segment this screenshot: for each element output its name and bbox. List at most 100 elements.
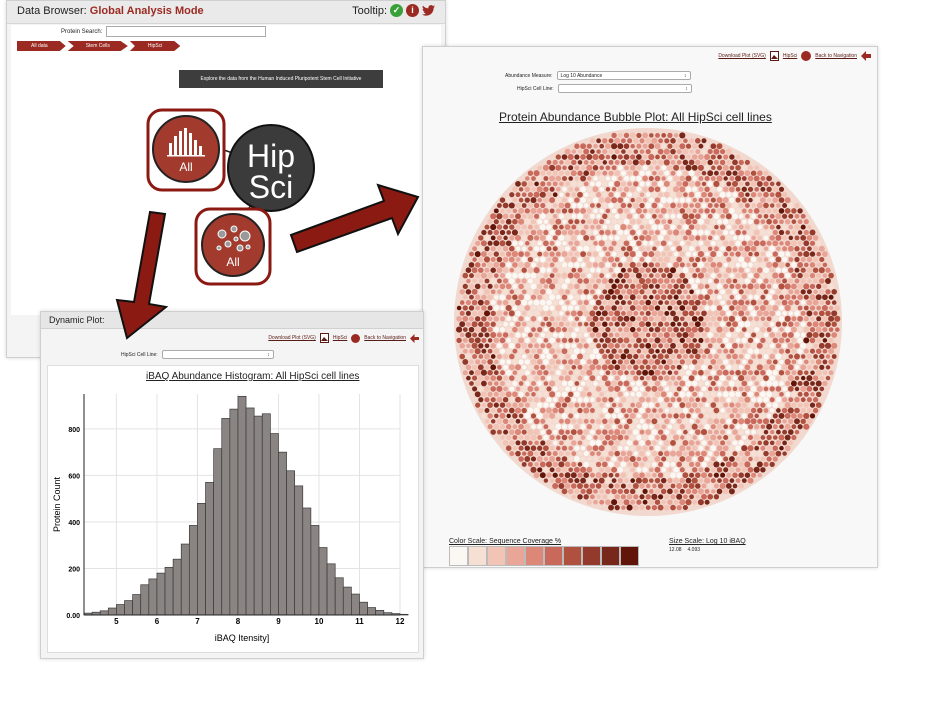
back-to-navigation-link[interactable]: Back to Navigation <box>815 53 857 59</box>
hist-cell-line-label: HipSci Cell Line: <box>121 351 158 358</box>
protein-bubble <box>794 202 800 209</box>
protein-bubble <box>738 246 744 252</box>
hist-bar <box>326 563 336 616</box>
protein-bubble <box>741 165 747 171</box>
back-arrow-icon[interactable] <box>861 51 871 61</box>
protein-bubble <box>828 359 834 365</box>
protein-bubble <box>508 407 515 414</box>
hipsci-link[interactable]: HipSci <box>782 53 798 59</box>
protein-bubble <box>655 283 660 289</box>
hist-back-arrow-icon[interactable] <box>410 333 419 343</box>
protein-bubble <box>624 435 629 440</box>
protein-bubble <box>664 246 670 252</box>
twitter-icon[interactable] <box>422 5 435 16</box>
hist-bar <box>237 395 247 616</box>
protein-bubble <box>772 186 779 193</box>
protein-bubble <box>819 289 825 295</box>
protein-bubble <box>710 251 717 258</box>
protein-bubble <box>602 494 608 500</box>
protein-bubble <box>565 429 570 435</box>
protein-bubble <box>534 451 540 457</box>
protein-bubble <box>611 391 618 398</box>
protein-bubble <box>614 257 620 262</box>
protein-bubble <box>772 424 778 430</box>
protein-bubble <box>543 424 549 430</box>
protein-bubble <box>456 337 462 344</box>
protein-bubble <box>748 381 753 386</box>
protein-bubble <box>654 477 661 484</box>
download-svg-link[interactable]: Download Plot (SVG) <box>718 53 766 59</box>
protein-bubble <box>568 186 574 192</box>
node-all-top[interactable]: All <box>146 108 226 192</box>
hist-hipsci-dot-icon[interactable] <box>351 333 361 343</box>
protein-bubble <box>521 289 527 295</box>
protein-bubble <box>630 154 636 160</box>
protein-bubble <box>719 224 726 230</box>
protein-bubble <box>589 385 596 392</box>
protein-bubble <box>694 191 701 198</box>
info-icon[interactable]: i <box>406 4 419 17</box>
protein-bubble <box>657 278 664 284</box>
protein-bubble <box>775 256 782 263</box>
size-scale-max: 12.08 <box>669 547 682 553</box>
protein-bubble <box>564 461 571 468</box>
protein-bubble <box>518 305 524 311</box>
protein-bubble <box>540 451 546 457</box>
protein-bubble <box>587 273 592 278</box>
protein-bubble <box>611 165 617 171</box>
protein-bubble <box>732 364 738 371</box>
protein-bubble <box>567 316 574 322</box>
protein-bubble <box>722 488 729 495</box>
protein-bubble <box>577 170 583 176</box>
breadcrumb-stem-cells[interactable]: Stem Cells <box>67 41 128 51</box>
hist-back-to-navigation-link[interactable]: Back to Navigation <box>364 335 406 341</box>
protein-bubble <box>530 456 537 462</box>
hist-cell-line-select[interactable] <box>161 350 274 360</box>
protein-bubble <box>673 133 679 138</box>
protein-bubble <box>707 299 713 306</box>
protein-bubble <box>490 408 496 413</box>
hist-download-svg-link[interactable]: Download Plot (SVG) <box>268 335 316 341</box>
protein-bubble <box>661 456 667 462</box>
protein-bubble <box>757 375 763 381</box>
protein-bubble <box>558 246 564 252</box>
protein-bubble <box>744 364 751 371</box>
protein-bubble <box>679 380 686 387</box>
protein-bubble <box>648 197 655 203</box>
node-all-bottom[interactable]: All <box>194 207 272 286</box>
abundance-measure-select[interactable]: Log 10 Abundance <box>556 71 691 81</box>
protein-bubble <box>549 316 555 322</box>
node-hipsci[interactable]: Hip Sci <box>227 124 315 212</box>
bubble-cell-line-select[interactable] <box>557 84 692 94</box>
protein-bubble <box>704 315 710 322</box>
protein-bubble <box>685 477 692 484</box>
breadcrumb-hipsci[interactable]: HipSci <box>129 41 181 51</box>
protein-bubble <box>639 407 645 414</box>
protein-bubble <box>621 419 626 424</box>
protein-bubble <box>471 299 478 306</box>
size-scale-legend: Size Scale: Log 10 iBAQ 12.08 4.093 <box>669 538 746 553</box>
protein-bubble <box>474 262 481 268</box>
protein-bubble <box>697 455 704 463</box>
hipsci-dot-icon[interactable] <box>801 51 812 61</box>
protein-bubble <box>565 170 571 176</box>
protein-bubble <box>809 326 816 333</box>
protein-bubble <box>568 208 574 214</box>
hist-image-icon[interactable] <box>319 333 329 343</box>
protein-bubble <box>753 326 760 333</box>
protein-bubble <box>636 262 642 268</box>
breadcrumb-all-data[interactable]: All data <box>17 41 66 51</box>
hist-hipsci-link[interactable]: HipSci <box>332 335 348 341</box>
protein-bubble <box>692 197 697 203</box>
protein-bubble <box>785 240 791 246</box>
protein-bubble <box>490 300 496 306</box>
protein-bubble <box>570 472 577 479</box>
protein-bubble <box>660 207 667 214</box>
protein-bubble <box>797 348 803 355</box>
check-icon[interactable]: ✓ <box>390 4 403 17</box>
protein-bubble <box>822 262 828 268</box>
protein-bubble <box>561 305 568 311</box>
protein-bubble <box>626 472 633 479</box>
protein-search-input[interactable] <box>106 26 266 37</box>
image-icon[interactable] <box>769 51 779 61</box>
